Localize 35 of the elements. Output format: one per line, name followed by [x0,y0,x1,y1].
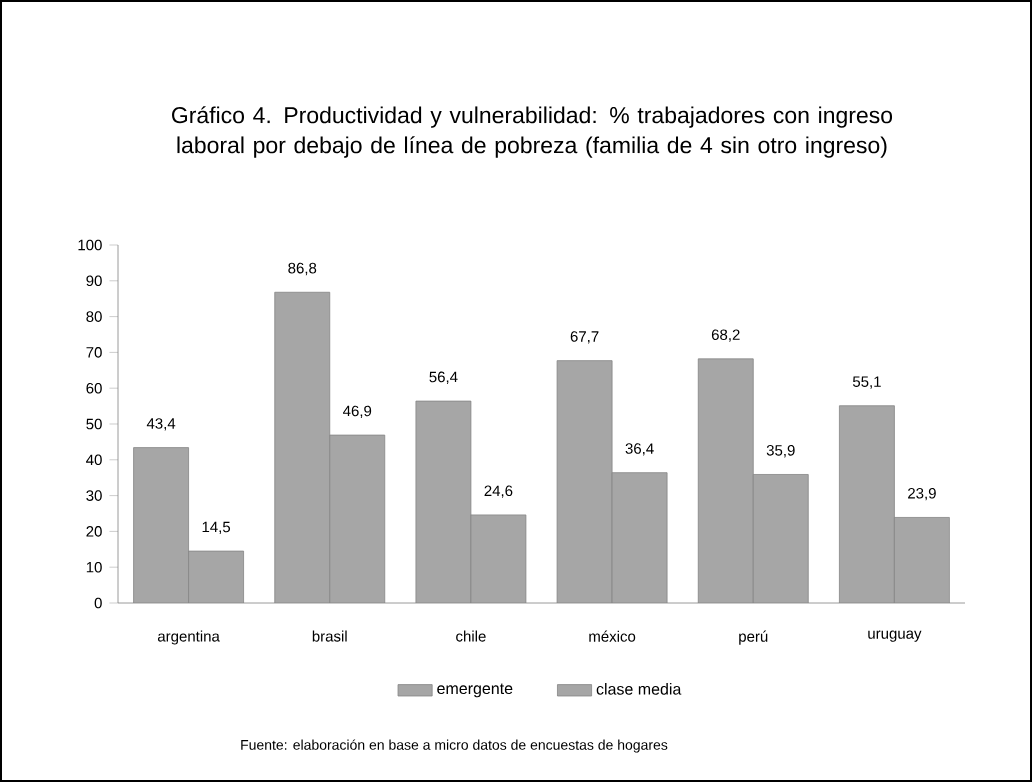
x-tick-label: chile [456,630,486,642]
y-tick-label: 50 [86,418,102,430]
legend-label: clase media [596,682,682,695]
data-label: 36,4 [625,443,654,456]
data-label: 23,9 [908,487,936,501]
x-tick-label: argentina [157,630,220,645]
data-label: 43,4 [146,418,176,431]
x-tick-label: méxico [589,630,636,642]
y-tick-label: 40 [86,454,102,466]
y-tick-label: 90 [86,275,102,287]
data-label: 55,1 [852,376,881,389]
data-label: 46,9 [343,405,372,419]
source-note: Fuente: elaboración en base a micro datos de encuestas de hogares [241,739,668,753]
y-tick-label: 10 [86,561,102,573]
y-tick-label: 30 [86,490,102,501]
bar [611,472,668,603]
data-label: 56,4 [429,371,458,385]
x-tick-label: perú [739,630,768,645]
y-tick-label: 0 [94,597,102,609]
data-label: 14,5 [202,521,231,535]
y-tick-label: 70 [86,347,102,358]
x-tick-label: uruguay [868,630,922,642]
y-tick-label: 100 [78,239,102,251]
data-label: 24,6 [484,485,513,498]
chart-title: Gráfico 4. Productividad y vulnerabilidad: % trabajadores con ingreso laboral por debajo de línea de pobreza (familia de 4 sin otro ingreso) [172,106,893,158]
data-label: 35,9 [766,445,795,458]
legend-label: emergente [437,683,513,698]
y-tick-label: 20 [86,526,102,537]
x-tick-label: brasil [312,630,347,642]
data-label: 68,2 [711,329,740,342]
bar [470,514,527,603]
y-tick-label: 60 [86,382,102,394]
y-tick-label: 80 [86,311,102,322]
data-label: 86,8 [288,262,317,276]
data-label: 67,7 [570,331,599,344]
